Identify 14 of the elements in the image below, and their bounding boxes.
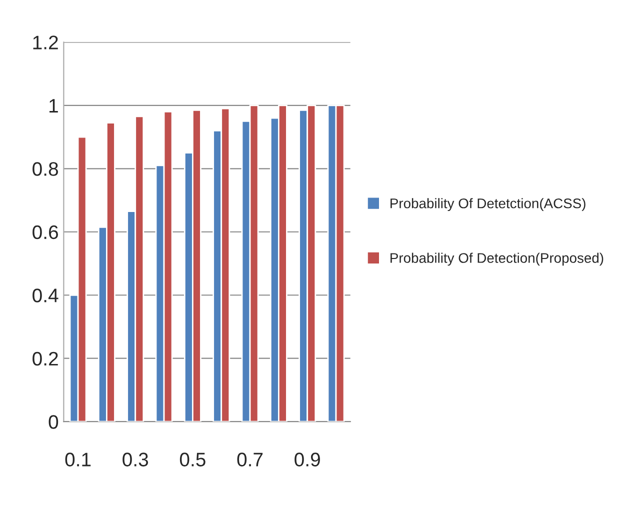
x-tick-label: 0.7 bbox=[237, 452, 263, 466]
legend-label: Probability Of Detetction(ACSS) bbox=[390, 198, 586, 212]
x-tick-label: 0.3 bbox=[122, 452, 148, 466]
x-tick-label: 0.5 bbox=[180, 452, 206, 466]
legend-label: Probability Of Detection(Proposed) bbox=[390, 252, 604, 266]
y-tick-label: 0 bbox=[48, 415, 58, 429]
y-tick-label: 1 bbox=[50, 99, 58, 112]
y-tick-label: 0.2 bbox=[32, 352, 58, 366]
y-tick-label: 0.6 bbox=[32, 225, 58, 240]
x-tick-label: 0.9 bbox=[294, 452, 320, 466]
y-tick-label: 0.8 bbox=[32, 162, 58, 176]
y-tick-label: 1.2 bbox=[33, 36, 58, 50]
y-tick-label: 0.4 bbox=[32, 288, 58, 302]
x-tick-label: 0.1 bbox=[65, 452, 91, 466]
